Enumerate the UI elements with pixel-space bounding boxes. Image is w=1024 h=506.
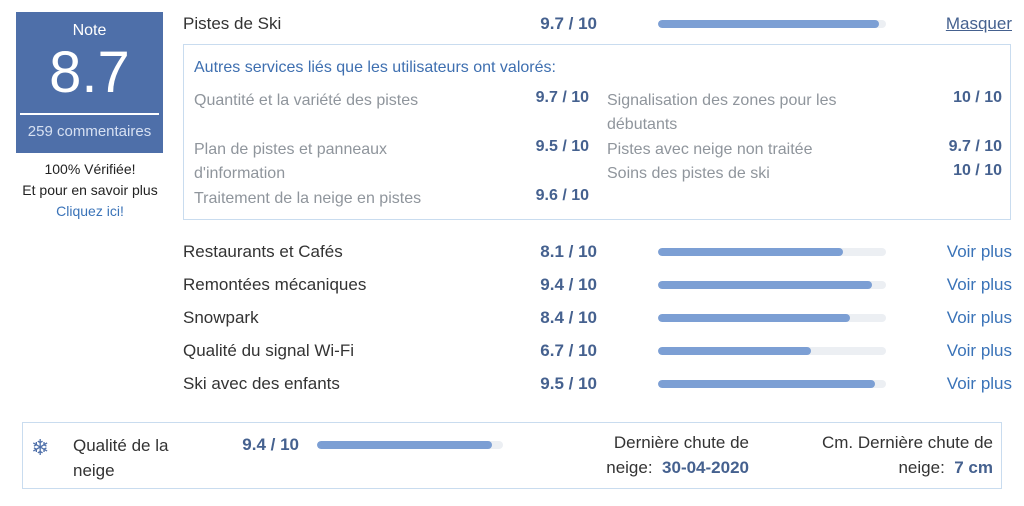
sub-item-label: Soins des pistes de ski — [607, 165, 770, 182]
criterion-bar — [658, 281, 886, 289]
snowflake-icon: ❄ — [31, 435, 50, 460]
see-more-link[interactable]: Voir plus — [946, 374, 1012, 393]
criterion-score: 6.7 / 10 — [540, 341, 597, 360]
sub-item-score: 9.7 / 10 — [535, 89, 589, 106]
overall-score-box: Note 8.7 259 commentaires — [16, 12, 163, 153]
snow-quality-bar-fill — [317, 441, 492, 449]
review-count: 259 commentaires — [27, 123, 152, 140]
verified-text: 100% Vérifiée! — [44, 161, 136, 177]
main-criterion-bar — [658, 20, 886, 28]
click-here-link[interactable]: Cliquez ici! — [56, 203, 124, 219]
last-snowfall-label: Dernière chute de — [613, 433, 749, 452]
criterion-label: Remontées mécaniques — [183, 275, 367, 294]
criterion-score: 8.4 / 10 — [540, 308, 597, 327]
main-criterion-score: 9.7 / 10 — [540, 14, 597, 33]
criterion-bar — [658, 248, 886, 256]
score-divider — [20, 113, 159, 115]
criterion-score: 8.1 / 10 — [540, 242, 597, 261]
criterion-label: Ski avec des enfants — [183, 374, 340, 393]
criterion-label: Restaurants et Cafés — [183, 242, 343, 261]
criterion-score: 9.5 / 10 — [540, 374, 597, 393]
sub-item-label: Signalisation des zones pour les débutan… — [607, 92, 837, 133]
criterion-score: 9.4 / 10 — [540, 275, 597, 294]
snow-quality-label: Qualité de la neige — [73, 436, 169, 480]
snow-quality-panel: ❄ Qualité de la neige 9.4 / 10 Dernière … — [22, 422, 1002, 489]
learn-more-text: Et pour en savoir plus — [22, 182, 158, 198]
sub-item-label: Quantité et la variété des pistes — [194, 92, 419, 109]
last-snowfall-value: neige: 30-04-2020 — [606, 458, 749, 477]
last-snowfall-cm-value: neige: 7 cm — [898, 458, 993, 477]
sub-item-score: 9.7 / 10 — [948, 138, 1002, 155]
related-services-panel: Autres services liés que les utilisateur… — [183, 44, 1011, 220]
main-criterion-label: Pistes de Ski — [183, 14, 282, 33]
criterion-bar-fill — [658, 380, 875, 388]
last-snowfall-cm-label: Cm. Dernière chute de — [821, 433, 993, 452]
snow-quality-bar — [317, 441, 503, 449]
criterion-bar-fill — [658, 314, 850, 322]
last-snowfall-date: 30-04-2020 — [662, 458, 749, 477]
criterion-label: Snowpark — [183, 308, 259, 327]
sub-item-score: 10 / 10 — [953, 162, 1002, 179]
main-criterion-bar-fill — [658, 20, 880, 28]
related-services-title: Autres services liés que les utilisateur… — [194, 59, 556, 76]
criterion-bar — [658, 380, 886, 388]
criterion-label: Qualité du signal Wi-Fi — [183, 341, 355, 360]
sub-item-label: Plan de pistes et panneaux d'information — [194, 141, 388, 182]
sub-item-label: Traitement de la neige en pistes — [194, 190, 422, 207]
snow-quality-score: 9.4 / 10 — [242, 435, 299, 454]
sub-item-score: 9.6 / 10 — [535, 187, 589, 204]
see-more-link[interactable]: Voir plus — [946, 341, 1012, 360]
see-more-link[interactable]: Voir plus — [946, 242, 1012, 261]
see-more-link[interactable]: Voir plus — [946, 275, 1012, 294]
score-label: Note — [72, 22, 107, 39]
criterion-bar-fill — [658, 281, 873, 289]
score-value: 8.7 — [49, 40, 130, 105]
sub-item-score: 9.5 / 10 — [535, 138, 589, 155]
criterion-bar — [658, 347, 886, 355]
criterion-bar-fill — [658, 248, 843, 256]
see-more-link[interactable]: Voir plus — [946, 308, 1012, 327]
criterion-bar-fill — [658, 347, 811, 355]
sub-item-score: 10 / 10 — [953, 89, 1002, 106]
sub-item-label: Pistes avec neige non traitée — [607, 141, 813, 158]
last-snowfall-cm: 7 cm — [954, 458, 993, 477]
criterion-bar — [658, 314, 886, 322]
hide-link[interactable]: Masquer — [945, 14, 1012, 33]
